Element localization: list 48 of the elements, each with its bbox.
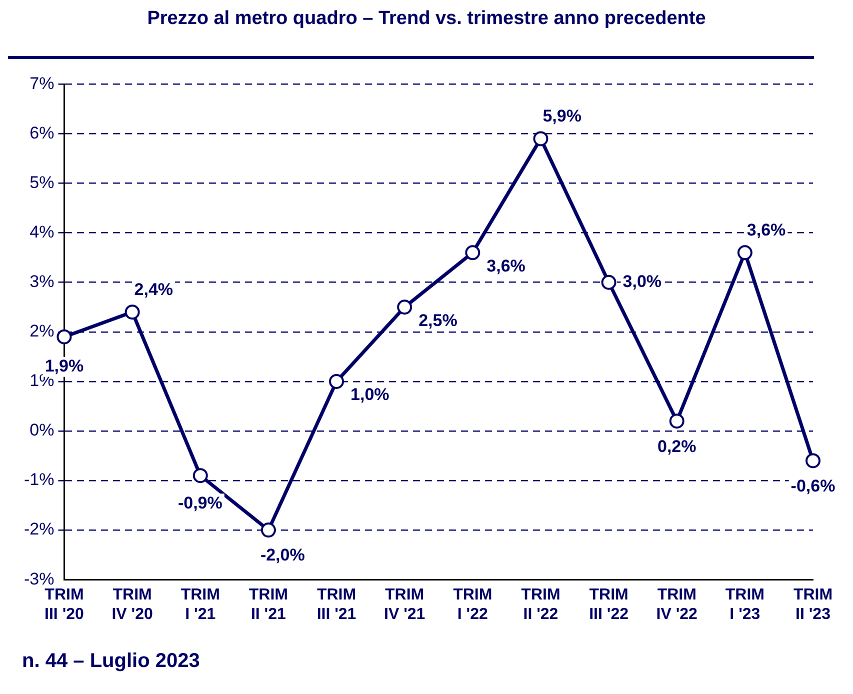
x-tick-label: TRIM II '22 (521, 586, 560, 623)
x-tick-label: TRIM III '20 (44, 586, 84, 623)
point (397, 300, 412, 315)
data-label: -0,6% (790, 476, 836, 496)
y-tick-label: 4% (30, 222, 54, 242)
data-label: 2,4% (134, 280, 174, 299)
data-label: 3,6% (486, 256, 526, 276)
x-tick-label: TRIM II '21 (248, 586, 288, 623)
data-label: 3,0% (622, 272, 662, 292)
data-label: 3,6% (746, 220, 786, 240)
data-label: -0,9% (178, 493, 222, 512)
point (533, 131, 548, 146)
data-label: 0,2% (657, 436, 696, 456)
point (669, 414, 684, 429)
point (737, 245, 752, 260)
x-tick-label: TRIM IV '22 (656, 586, 698, 623)
x-tick-label: TRIM III '21 (316, 586, 356, 623)
point (465, 245, 480, 260)
y-tick-label: -2% (24, 520, 54, 539)
data-label: 1,9% (44, 356, 84, 376)
point (260, 522, 276, 538)
y-tick-label: 3% (30, 272, 54, 292)
y-tick-label: 5% (30, 172, 54, 192)
point (601, 274, 616, 290)
data-label: 5,9% (542, 106, 582, 126)
data-label: 2,5% (418, 310, 458, 330)
y-tick-label: -3% (24, 569, 54, 588)
x-tick-label: TRIM II '23 (793, 586, 833, 623)
x-tick-label: TRIM I '23 (725, 586, 764, 623)
x-tick-label: TRIM I '22 (453, 586, 492, 623)
y-tick-label: 2% (30, 322, 54, 341)
y-tick-label: 6% (30, 123, 54, 142)
point (124, 304, 140, 320)
x-tick-label: TRIM III '22 (589, 586, 629, 623)
data-label: -2,0% (260, 546, 305, 565)
y-tick-label: -1% (24, 470, 54, 490)
y-tick-label: 7% (30, 74, 54, 93)
point (806, 453, 820, 468)
x-tick-label: TRIM IV '20 (112, 586, 153, 623)
point (56, 329, 72, 344)
point (329, 374, 344, 389)
x-tick-label: TRIM I '21 (180, 586, 220, 623)
text: n. 44 – Luglio 2023 (22, 650, 200, 673)
chart-title: Prezzo al metro quadro – Trend vs. trimestre anno precedente (146, 8, 707, 30)
point (192, 468, 208, 484)
data-label: 1,0% (350, 385, 390, 404)
x-tick-label: TRIM IV '21 (384, 586, 426, 623)
y-tick-label: 0% (30, 420, 54, 440)
